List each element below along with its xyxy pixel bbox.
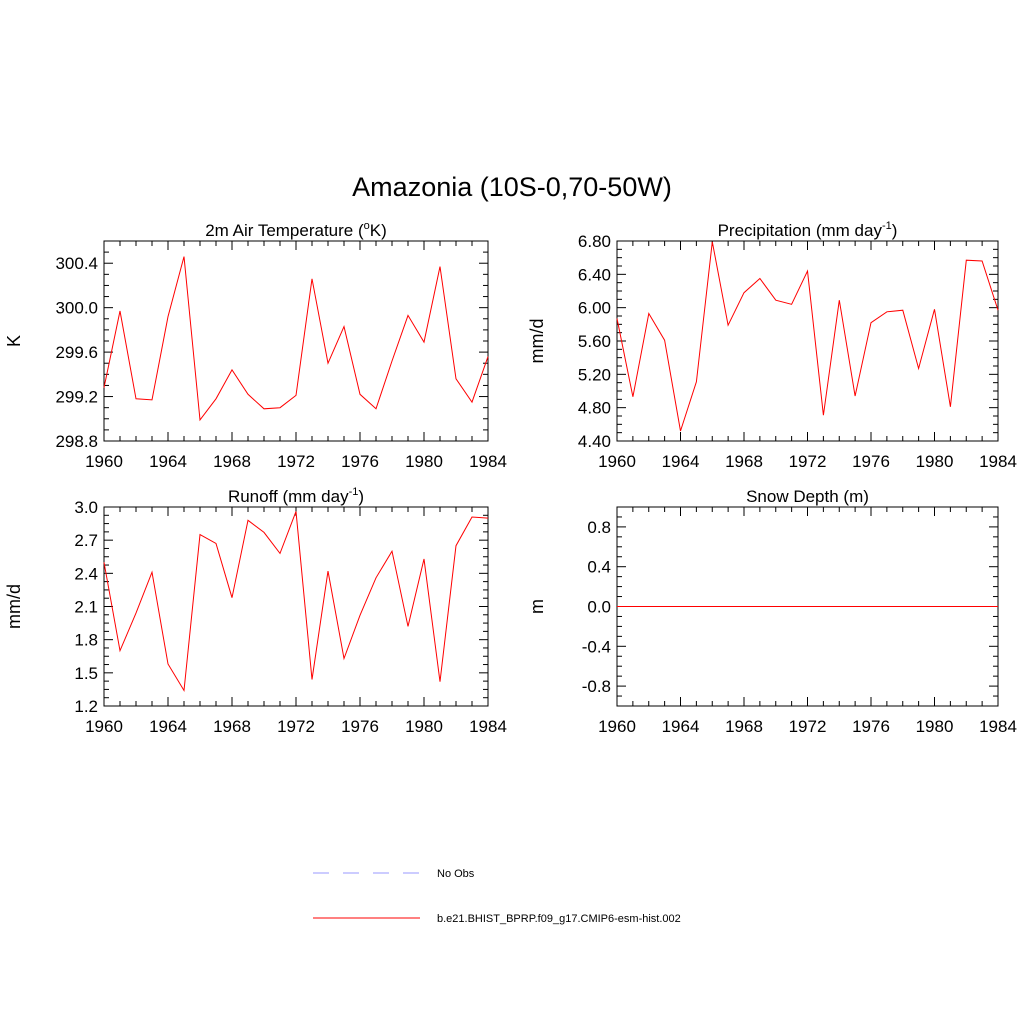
panel-title-main: Runoff (mm day — [228, 487, 349, 506]
legend-label-0: No Obs — [437, 868, 475, 880]
x-tick-label: 1980 — [916, 452, 954, 471]
x-tick-label: 1976 — [852, 452, 890, 471]
y-tick-label: 1.8 — [74, 631, 98, 650]
panel-title: 2m Air Temperature (oK) — [205, 220, 387, 240]
y-tick-label: 298.8 — [55, 432, 98, 451]
panel-title: Snow Depth (m) — [746, 487, 869, 506]
y-tick-label: 5.20 — [578, 365, 611, 384]
panel-title-main: Snow Depth (m) — [746, 487, 869, 506]
y-tick-label: 1.2 — [74, 697, 98, 716]
panel-title: Precipitation (mm day-1) — [718, 220, 898, 240]
x-tick-label: 1960 — [598, 717, 636, 736]
x-tick-label: 1968 — [213, 452, 251, 471]
panel-title-main: Precipitation (mm day — [718, 221, 883, 240]
x-tick-label: 1960 — [85, 717, 123, 736]
series-line-0 — [616, 241, 999, 432]
y-tick-label: 0.0 — [587, 598, 611, 617]
x-tick-label: 1984 — [469, 452, 507, 471]
y-tick-label: 0.4 — [587, 558, 611, 577]
panel-temp: 1960 1964 1968 1972 1976 1980 1984 298.8 299.2 29… — [4, 220, 507, 471]
x-tick-label: 1964 — [149, 452, 187, 471]
x-tick-label: 1984 — [979, 452, 1017, 471]
panel-title-tail: ) — [358, 487, 364, 506]
x-tick-label: 1972 — [789, 452, 827, 471]
x-tick-label: 1980 — [916, 717, 954, 736]
x-tick-label: 1984 — [979, 717, 1017, 736]
y-tick-label: 6.80 — [578, 232, 611, 251]
y-tick-label: 5.60 — [578, 332, 611, 351]
y-axis-label: m — [527, 599, 547, 614]
y-axis-label: mm/d — [527, 319, 547, 364]
y-tick-label: -0.8 — [582, 677, 611, 696]
y-tick-label: 299.6 — [55, 343, 98, 362]
legend: No Obs b.e21.BHIST_BPRP.f09_g17.CMIP6-esm… — [313, 868, 681, 925]
x-tick-label: 1960 — [85, 452, 123, 471]
panel-title-sup: o — [364, 220, 370, 232]
panel-title: Runoff (mm day-1) — [228, 486, 364, 506]
x-tick-label: 1964 — [662, 452, 700, 471]
x-tick-label: 1976 — [341, 452, 379, 471]
panel-title-sup: -1 — [882, 220, 892, 232]
y-tick-label: 299.2 — [55, 388, 98, 407]
x-tick-label: 1972 — [277, 452, 315, 471]
x-tick-label: 1980 — [405, 717, 443, 736]
panel-title-sup: -1 — [349, 486, 359, 498]
panel-title-tail: K) — [370, 221, 387, 240]
y-tick-label: 4.80 — [578, 399, 611, 418]
panel-title-tail: ) — [892, 221, 898, 240]
x-tick-label: 1968 — [725, 452, 763, 471]
y-tick-label: 2.4 — [74, 564, 98, 583]
y-tick-label: 300.4 — [55, 254, 98, 273]
x-tick-label: 1972 — [789, 717, 827, 736]
panel-precip: 1960 1964 1968 1972 1976 1980 1984 4.40 4.80 5.20… — [527, 220, 1017, 471]
x-tick-label: 1964 — [662, 717, 700, 736]
figure-title: Amazonia (10S-0,70-50W) — [352, 172, 672, 202]
y-tick-label: 2.7 — [74, 531, 98, 550]
panel-title-main: 2m Air Temperature ( — [205, 221, 364, 240]
x-tick-label: 1972 — [277, 717, 315, 736]
panel-snow: 1960 1964 1968 1972 1976 1980 1984 -0.8 -0.4 0.0 0… — [527, 487, 1017, 736]
x-tick-label: 1976 — [852, 717, 890, 736]
y-tick-label: 4.40 — [578, 432, 611, 451]
x-tick-label: 1980 — [405, 452, 443, 471]
legend-label-1: b.e21.BHIST_BPRP.f09_g17.CMIP6-esm-hist.… — [437, 913, 681, 925]
y-tick-label: 0.8 — [587, 518, 611, 537]
y-tick-label: -0.4 — [582, 637, 611, 656]
x-tick-label: 1960 — [598, 452, 636, 471]
y-tick-label: 6.00 — [578, 299, 611, 318]
x-tick-label: 1976 — [341, 717, 379, 736]
y-tick-label: 300.0 — [55, 299, 98, 318]
plot-frame — [103, 240, 489, 442]
y-tick-label: 6.40 — [578, 265, 611, 284]
x-tick-label: 1968 — [213, 717, 251, 736]
x-tick-label: 1964 — [149, 717, 187, 736]
series-line-0 — [103, 256, 489, 422]
x-tick-label: 1968 — [725, 717, 763, 736]
y-tick-label: 2.1 — [74, 598, 98, 617]
y-axis-label: mm/d — [4, 584, 24, 629]
x-tick-label: 1984 — [469, 717, 507, 736]
y-tick-label: 1.5 — [74, 664, 98, 683]
y-tick-label: 3.0 — [74, 498, 98, 517]
panel-runoff: 1960 1964 1968 1972 1976 1980 1984 1.2 1.5 1.8 2.1… — [4, 486, 507, 736]
panels: 1960 1964 1968 1972 1976 1980 1984 298.8 299.2 29… — [4, 220, 1017, 736]
series-line-0 — [103, 511, 489, 693]
y-axis-label: K — [4, 335, 24, 347]
